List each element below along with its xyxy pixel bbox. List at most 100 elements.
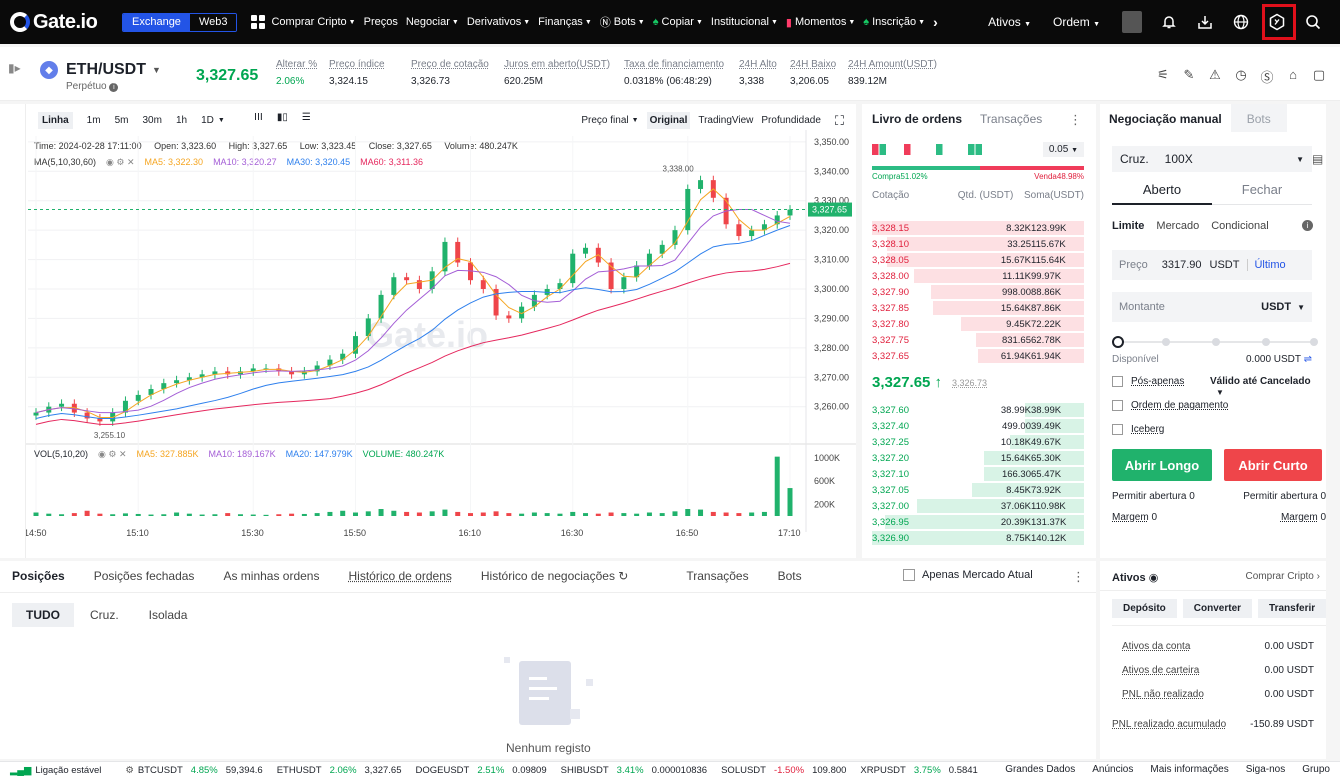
tab-posi-es-fechadas[interactable]: Posições fechadas — [93, 569, 195, 583]
avatar[interactable] — [1122, 11, 1142, 33]
footer-link-siga-nos[interactable]: Siga-nos — [1245, 764, 1286, 775]
pair-selector[interactable]: ◆ ETH/USDT ▼ — [40, 61, 161, 79]
nav-item-derivativos[interactable]: Derivativos ▼ — [467, 16, 530, 28]
nav-item-pre-os[interactable]: Preços — [364, 16, 398, 28]
gear-icon[interactable]: ⚙ — [125, 764, 134, 776]
nav-item-inscri-o[interactable]: ♠ Inscrição ▼ — [863, 16, 925, 28]
notification-icon[interactable]: ⌂ — [1289, 67, 1297, 82]
fullscreen-icon[interactable]: ⛶ — [834, 112, 844, 128]
tab-posi-es[interactable]: Posições — [12, 569, 65, 583]
order-type-condicional[interactable]: Condicional — [1211, 220, 1269, 232]
last-price-button[interactable]: Último — [1247, 259, 1286, 271]
orderbook-row[interactable]: 3,327.90 998.00 88.86K — [872, 284, 1084, 300]
stat-label[interactable]: Alterar % — [276, 59, 318, 70]
nav-item-comprar-cripto[interactable]: Comprar Cripto ▼ — [271, 16, 355, 28]
only-current-market-checkbox[interactable]: Apenas Mercado Atual — [903, 569, 1033, 581]
nav-item-negociar[interactable]: Negociar ▼ — [406, 16, 459, 28]
orders-menu[interactable]: Ordem ▼ — [1053, 15, 1100, 29]
asset-label[interactable]: Ativos de carteira — [1122, 665, 1200, 676]
more-icon[interactable]: ⋮ — [1072, 569, 1085, 584]
amount-slider[interactable] — [1112, 336, 1318, 348]
chart-view-profundidade[interactable]: Profundidade — [761, 115, 821, 126]
post-only-checkbox[interactable]: Pós-apenas — [1112, 376, 1184, 387]
clock-icon[interactable]: ◷ — [1235, 67, 1247, 82]
chart-view-original[interactable]: Original — [646, 112, 691, 129]
page-scrollbar[interactable] — [1328, 104, 1340, 760]
order-type-limite[interactable]: Limite — [1112, 220, 1145, 232]
orderbook-row[interactable]: 3,328.10 33.25 115.67K — [872, 236, 1084, 252]
payment-order-checkbox[interactable]: Ordem de pagamento — [1112, 400, 1228, 411]
assets-menu[interactable]: Ativos ▼ — [988, 15, 1031, 29]
orderbook-row[interactable]: 3,327.40 499.00 39.49K — [872, 418, 1084, 434]
exchange-toggle[interactable]: Exchange — [123, 13, 190, 31]
price-input[interactable]: Preço 3317.90 USDT Último — [1112, 250, 1312, 280]
web3-toggle[interactable]: Web3 — [189, 13, 237, 31]
footer-link-mais-informa-es[interactable]: Mais informações — [1150, 764, 1229, 775]
orderbook-row[interactable]: 3,327.25 10.18K 49.67K — [872, 434, 1084, 450]
tab-transa-es[interactable]: Transações — [686, 569, 749, 583]
orderbook-row[interactable]: 3,327.85 15.64K 87.86K — [872, 300, 1084, 316]
order-type-mercado[interactable]: Mercado — [1156, 220, 1200, 232]
amount-unit-select[interactable]: USDT — [1261, 301, 1292, 313]
calculator-icon[interactable]: ▤ — [1312, 152, 1324, 166]
book-both-icon[interactable] — [872, 144, 886, 155]
slider-handle[interactable] — [1112, 336, 1124, 348]
footer-ticker[interactable]: BTCUSDT 4.85% 59,394.6 — [138, 765, 267, 776]
footer-ticker[interactable]: XRPUSDT 3.75% 0.5841 — [860, 765, 981, 776]
timeframe-1m[interactable]: 1m — [86, 115, 101, 126]
amount-input[interactable]: Montante USDT ▼ — [1112, 292, 1312, 322]
footer-ticker[interactable]: SOLUSDT -1.50% 109.800 — [721, 765, 850, 776]
tab-trades[interactable]: Transações — [980, 112, 1043, 126]
subtab-tudo[interactable]: TUDO — [12, 603, 74, 627]
asset-label[interactable]: PNL realizado acumulado — [1112, 719, 1227, 730]
chart-view-pre-o-final[interactable]: Preço final — [581, 115, 629, 126]
chevron-down-icon[interactable]: ▼ — [631, 117, 639, 124]
stat-label[interactable]: 24H Amount(USDT) — [848, 59, 937, 70]
nav-more-icon[interactable]: › — [933, 14, 938, 30]
refresh-icon[interactable]: ↻ — [614, 569, 629, 583]
stat-label[interactable]: Preço índice — [329, 59, 385, 70]
edit-icon[interactable]: ✎ — [1183, 67, 1195, 82]
eye-icon[interactable]: ◉ ⚙ ✕ — [98, 449, 127, 459]
tab-hist-rico-de-negocia-es[interactable]: Histórico de negociações ↻ — [480, 569, 629, 583]
converter-button[interactable]: Converter — [1182, 599, 1253, 618]
info-icon[interactable]: i — [1302, 220, 1313, 231]
warning-icon[interactable]: ⚠ — [1209, 67, 1221, 82]
apps-grid-icon[interactable] — [251, 15, 266, 29]
footer-link-grupo[interactable]: Grupo — [1302, 764, 1330, 775]
asset-label[interactable]: PNL não realizado — [1122, 689, 1204, 700]
price-step-select[interactable]: 0.05 ▼ — [1042, 142, 1084, 157]
orderbook-row[interactable]: 3,326.90 8.75K 140.12K — [872, 530, 1084, 546]
dollar-icon[interactable]: Ⓢ — [1260, 70, 1274, 85]
candle-type-icon[interactable]: ▮▯ — [276, 112, 288, 123]
sliders-icon[interactable]: ⚟ — [1157, 67, 1169, 82]
tab-order-book[interactable]: Livro de ordens — [872, 112, 963, 126]
stat-label[interactable]: 24H Alto — [739, 59, 777, 70]
book-depth-icon[interactable] — [968, 144, 982, 155]
subtab-cruz-[interactable]: Cruz. — [90, 608, 119, 622]
orderbook-row[interactable]: 3,327.60 38.99K 38.99K — [872, 402, 1084, 418]
eye-icon[interactable]: ◉ ⚙ ✕ — [106, 157, 135, 167]
iceberg-checkbox[interactable]: Iceberg — [1112, 424, 1164, 435]
timeframe-1h[interactable]: 1h — [175, 115, 188, 126]
footer-link-an-ncios[interactable]: Anúncios — [1092, 764, 1134, 775]
nav-item-momentos[interactable]: ▮ Momentos ▼ — [786, 16, 855, 29]
eye-icon[interactable]: ◉ — [1148, 572, 1159, 584]
more-icon[interactable]: ⋮ — [1069, 112, 1082, 127]
timeframe-5m[interactable]: 5m — [114, 115, 129, 126]
orderbook-row[interactable]: 3,327.10 166.30 65.47K — [872, 466, 1084, 482]
chart-view-tradingview[interactable]: TradingView — [698, 115, 754, 126]
asset-label[interactable]: Ativos da conta — [1122, 641, 1191, 652]
tab-as-minhas-ordens[interactable]: As minhas ordens — [223, 569, 320, 583]
orderbook-row[interactable]: 3,328.05 15.67K 115.64K — [872, 252, 1084, 268]
price-chart[interactable]: 3,350.00 3,340.00 3,330.00 3,320.00 3,310.00… — [26, 104, 856, 558]
timeframe-30m[interactable]: 30m — [142, 115, 162, 126]
theme-settings-icon[interactable] — [1268, 13, 1286, 31]
orderbook-row[interactable]: 3,327.80 9.45K 72.22K — [872, 316, 1084, 332]
footer-ticker[interactable]: DOGEUSDT 2.51% 0.09809 — [416, 765, 551, 776]
indicator-icon[interactable]: ⅠⅠⅠ — [254, 112, 263, 123]
timeframe-linha[interactable]: Linha — [38, 112, 73, 129]
footer-link-grandes-dados[interactable]: Grandes Dados — [1005, 764, 1076, 775]
orderbook-row[interactable]: 3,328.15 8.32K 123.99K — [872, 220, 1084, 236]
timeframe-1d[interactable]: 1D — [201, 115, 214, 126]
